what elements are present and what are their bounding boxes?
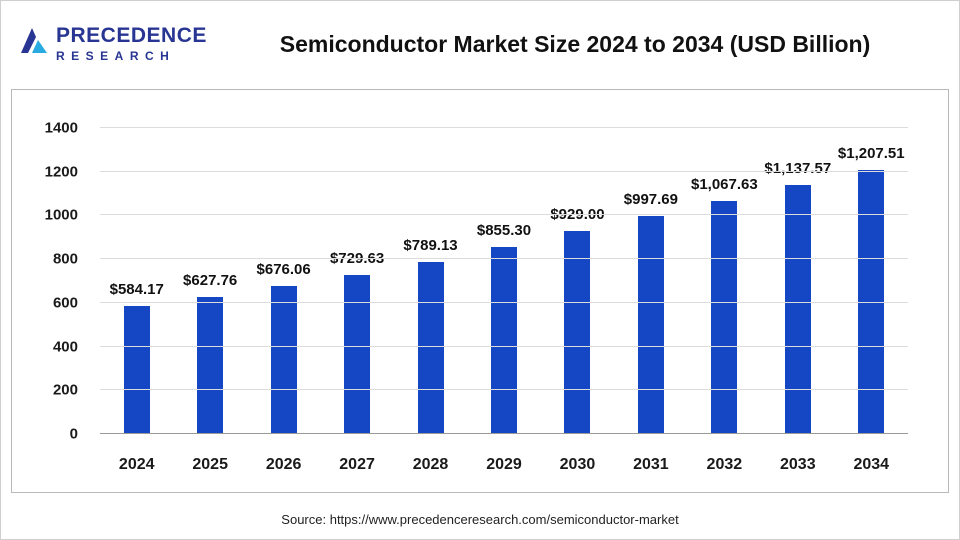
bar-slot: $855.30 bbox=[467, 128, 540, 434]
y-tick-label: 1000 bbox=[44, 206, 78, 224]
bar-slot: $997.69 bbox=[614, 128, 687, 434]
gridline bbox=[100, 214, 908, 216]
x-tick-label: 2031 bbox=[633, 456, 669, 473]
bar bbox=[784, 185, 811, 434]
bar bbox=[564, 230, 591, 434]
gridline bbox=[100, 258, 908, 260]
bar-slot: $1,137.57 bbox=[761, 128, 834, 434]
y-tick-label: 200 bbox=[52, 381, 78, 399]
gridline bbox=[100, 301, 908, 303]
bar-slots: $584.17 $627.76 $676.06 $729.63 $789.13 $855.… bbox=[100, 128, 908, 434]
bar bbox=[197, 296, 224, 434]
logo: PRECEDENCE RESEARCH bbox=[19, 25, 209, 63]
bar-value-label: $789.13 bbox=[403, 236, 458, 254]
bar-slot: $627.76 bbox=[173, 128, 246, 434]
x-tick-label: 2033 bbox=[780, 456, 816, 473]
bar bbox=[490, 247, 517, 434]
x-tick-label: 2027 bbox=[339, 456, 375, 473]
plot-area: $584.17 $627.76 $676.06 $729.63 $789.13 $855.… bbox=[100, 127, 908, 434]
gridline bbox=[100, 345, 908, 347]
y-tick-label: 0 bbox=[69, 425, 78, 443]
x-tick-label: 2026 bbox=[265, 456, 302, 473]
y-tick-label: 800 bbox=[52, 250, 78, 268]
y-axis-labels: 0 200 400 600 800 1000 1200 1400 bbox=[12, 120, 90, 443]
y-tick-label: 1400 bbox=[44, 119, 78, 137]
logo-text: PRECEDENCE RESEARCH bbox=[56, 25, 207, 63]
bar bbox=[417, 261, 444, 434]
bar-value-label: $997.69 bbox=[623, 190, 679, 208]
gridline bbox=[100, 127, 908, 128]
y-tick-label: 400 bbox=[52, 338, 78, 356]
bar bbox=[711, 200, 738, 434]
x-tick-label: 2034 bbox=[853, 456, 890, 473]
bar bbox=[637, 215, 664, 434]
bar-slot: $676.06 bbox=[247, 128, 320, 434]
bar-slot: $584.17 bbox=[100, 128, 173, 434]
bar-value-label: $1,207.51 bbox=[837, 145, 905, 163]
bar-value-label: $676.06 bbox=[256, 261, 311, 279]
x-tick-label: 2032 bbox=[706, 456, 743, 473]
bar-value-label: $855.30 bbox=[476, 222, 532, 240]
bar-slot: $929.00 bbox=[541, 128, 614, 434]
footer: Source: https://www.precedenceresearch.c… bbox=[1, 511, 959, 529]
x-tick-label: 2029 bbox=[486, 456, 522, 473]
logo-line1: PRECEDENCE bbox=[56, 24, 207, 48]
source-text: Source: https://www.precedenceresearch.c… bbox=[281, 512, 679, 527]
gridline bbox=[100, 170, 908, 172]
page-title: Semiconductor Market Size 2024 to 2034 (… bbox=[279, 30, 871, 57]
bar-value-label: $584.17 bbox=[109, 281, 164, 299]
chart-panel: 0 200 400 600 800 1000 1200 1400 $584.17 $627.76… bbox=[11, 89, 949, 493]
bar-value-label: $1,067.63 bbox=[690, 175, 758, 193]
bar bbox=[270, 286, 297, 434]
title-wrap: Semiconductor Market Size 2024 to 2034 (… bbox=[209, 31, 941, 58]
bar-slot: $789.13 bbox=[394, 128, 467, 434]
bar-slot: $1,207.51 bbox=[835, 128, 908, 434]
logo-icon bbox=[19, 26, 49, 61]
x-tick-label: 2025 bbox=[192, 456, 228, 473]
x-axis-baseline bbox=[100, 433, 908, 434]
bar-slot: $729.63 bbox=[320, 128, 393, 434]
logo-line2: RESEARCH bbox=[56, 49, 176, 64]
y-tick-label: 600 bbox=[52, 294, 78, 312]
x-axis-labels: 2024 2025 2026 2027 2028 2029 2030 2031 2032 2033… bbox=[100, 452, 908, 478]
bar-value-label: $1,137.57 bbox=[764, 160, 832, 178]
y-tick-label: 1200 bbox=[44, 163, 78, 181]
bar bbox=[344, 274, 371, 434]
x-tick-label: 2028 bbox=[412, 456, 449, 473]
header: PRECEDENCE RESEARCH Semiconductor Market… bbox=[1, 1, 959, 87]
x-tick-label: 2024 bbox=[118, 456, 155, 473]
bar bbox=[123, 306, 150, 434]
x-tick-label: 2030 bbox=[559, 456, 596, 473]
bar-slot: $1,067.63 bbox=[688, 128, 761, 434]
bar-value-label: $627.76 bbox=[183, 271, 238, 289]
bar-value-label: $729.63 bbox=[329, 249, 385, 267]
gridline bbox=[100, 389, 908, 391]
